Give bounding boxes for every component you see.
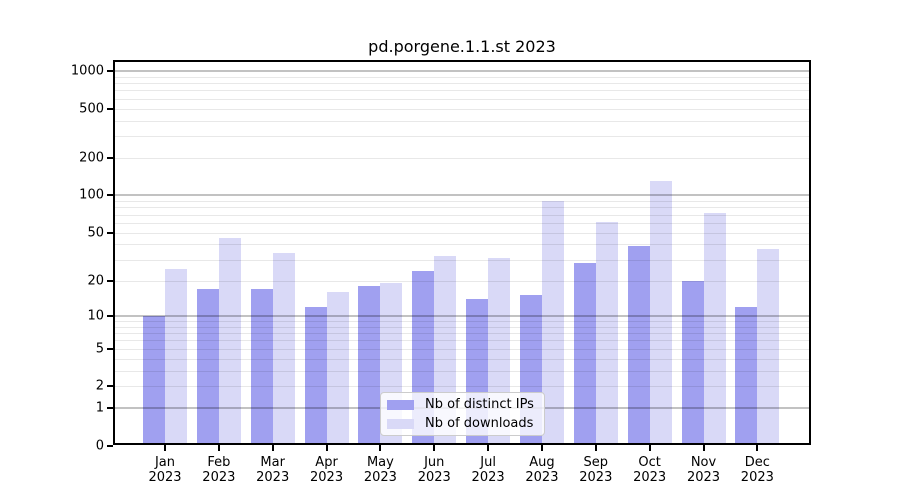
x-tick-label-apr: Apr 2023 bbox=[292, 455, 362, 485]
x-tick-label-may: May 2023 bbox=[345, 455, 415, 485]
y-tick-label-0: 0 bbox=[95, 438, 104, 454]
x-tick-label-year-jul: 2023 bbox=[471, 470, 505, 485]
x-tick-aug bbox=[540, 445, 543, 451]
x-tick-label-month-jun: Jun bbox=[424, 455, 445, 470]
x-tick-label-year-nov: 2023 bbox=[686, 470, 721, 485]
x-tick-label-jun: Jun 2023 bbox=[399, 455, 469, 485]
x-tick-label-jul: Jul 2023 bbox=[453, 455, 523, 485]
y-tick-label-2: 2 bbox=[95, 378, 104, 394]
x-tick-label-nov: Nov 2023 bbox=[669, 455, 739, 485]
x-tick-dec bbox=[756, 445, 759, 451]
x-tick-label-year-oct: 2023 bbox=[633, 470, 667, 485]
x-tick-label-year-feb: 2023 bbox=[202, 470, 236, 485]
x-tick-label-month-nov: Nov bbox=[690, 455, 717, 470]
x-tick-label-mar: Mar 2023 bbox=[238, 455, 308, 485]
y-tick-label-1: 1 bbox=[95, 400, 104, 416]
x-tick-apr bbox=[325, 445, 328, 451]
x-tick-label-month-sep: Sep bbox=[583, 455, 609, 470]
x-tick-label-year-aug: 2023 bbox=[525, 470, 559, 485]
x-tick-mar bbox=[271, 445, 274, 451]
x-tick-sep bbox=[594, 445, 597, 451]
x-tick-label-month-feb: Feb bbox=[207, 455, 231, 470]
x-tick-label-month-jan: Jan bbox=[154, 455, 176, 470]
legend-item-distinct-ips: Nb of distinct IPs bbox=[387, 397, 538, 413]
x-tick-label-year-mar: 2023 bbox=[256, 470, 290, 485]
y-tick-0 bbox=[107, 445, 113, 447]
x-tick-label-month-jul: Jul bbox=[480, 455, 496, 470]
y-tick-label-1000: 1000 bbox=[70, 63, 104, 79]
legend-swatch-distinct-ips bbox=[387, 399, 414, 410]
x-tick-label-year-apr: 2023 bbox=[310, 470, 344, 485]
x-tick-label-month-oct: Oct bbox=[638, 455, 661, 470]
x-tick-label-month-may: May bbox=[366, 455, 394, 470]
legend-label-distinct-ips: Nb of distinct IPs bbox=[425, 396, 534, 412]
y-tick-label-100: 100 bbox=[79, 187, 104, 203]
x-tick-label-aug: Aug 2023 bbox=[507, 455, 577, 485]
legend-swatch-downloads bbox=[387, 418, 414, 429]
x-tick-jul bbox=[487, 445, 490, 451]
y-tick-label-5: 5 bbox=[95, 341, 104, 357]
x-tick-label-month-aug: Aug bbox=[529, 455, 555, 470]
x-tick-label-year-may: 2023 bbox=[363, 470, 397, 485]
x-tick-label-feb: Feb 2023 bbox=[184, 455, 254, 485]
chart-title: pd.porgene.1.1.st 2023 bbox=[368, 37, 556, 56]
x-tick-nov bbox=[702, 445, 705, 451]
x-tick-jun bbox=[433, 445, 436, 451]
x-tick-label-year-sep: 2023 bbox=[579, 470, 613, 485]
x-tick-label-year-jun: 2023 bbox=[417, 470, 451, 485]
x-tick-label-oct: Oct 2023 bbox=[615, 455, 685, 485]
y-tick-label-10: 10 bbox=[87, 308, 104, 324]
x-tick-label-year-jan: 2023 bbox=[148, 470, 182, 485]
x-tick-may bbox=[379, 445, 382, 451]
x-tick-oct bbox=[648, 445, 651, 451]
legend-item-downloads: Nb of downloads bbox=[387, 416, 538, 432]
y-tick-label-50: 50 bbox=[87, 225, 104, 241]
y-tick-label-20: 20 bbox=[87, 273, 104, 289]
plot-border bbox=[113, 60, 811, 445]
y-tick-label-200: 200 bbox=[79, 150, 104, 166]
y-tick-label-500: 500 bbox=[79, 101, 104, 117]
x-tick-label-sep: Sep 2023 bbox=[561, 455, 631, 485]
x-tick-label-dec: Dec 2023 bbox=[722, 455, 792, 485]
x-tick-label-month-mar: Mar bbox=[260, 455, 285, 470]
x-tick-label-year-dec: 2023 bbox=[740, 470, 774, 485]
legend-label-downloads: Nb of downloads bbox=[425, 415, 534, 431]
x-tick-jan bbox=[164, 445, 166, 451]
x-tick-feb bbox=[217, 445, 220, 451]
legend: Nb of distinct IPs Nb of downloads bbox=[380, 392, 545, 436]
x-tick-label-month-dec: Dec bbox=[744, 455, 770, 470]
x-tick-label-month-apr: Apr bbox=[315, 455, 338, 470]
x-tick-label-jan: Jan 2023 bbox=[130, 455, 200, 485]
